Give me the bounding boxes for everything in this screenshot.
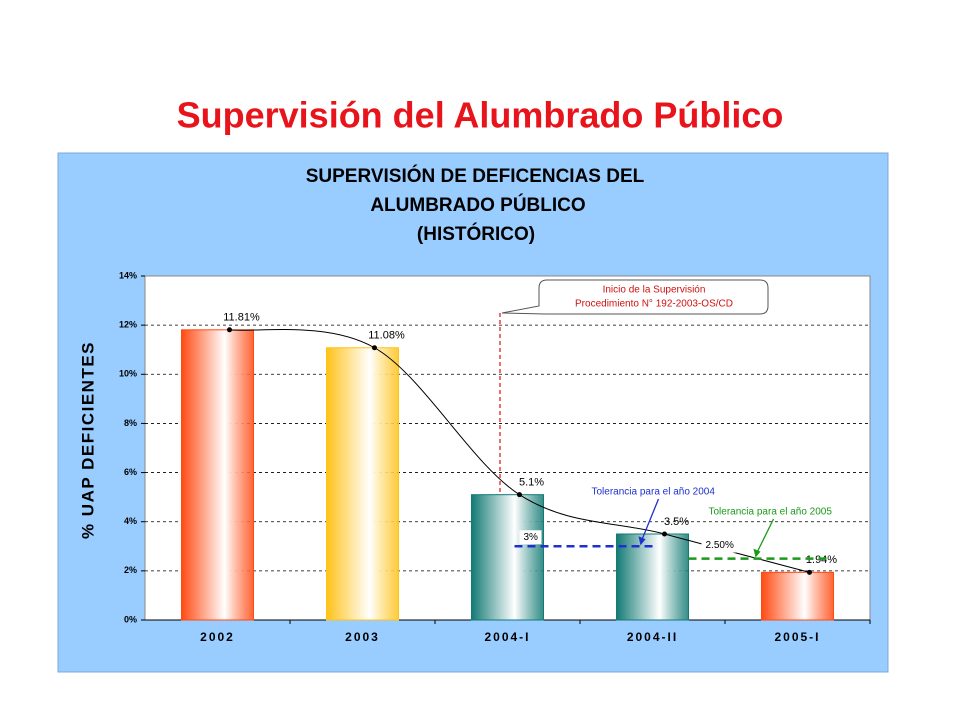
callout-text: Procedimiento N° 192-2003-OS/CD — [575, 299, 733, 310]
trend-marker — [662, 531, 667, 537]
chart-title: (HISTÓRICO) — [417, 223, 535, 245]
y-tick-label: 4% — [124, 516, 137, 526]
value-label: 3.5% — [664, 516, 689, 528]
x-tick-label: 2005-I — [774, 630, 820, 644]
tolerance-label: 3% — [524, 532, 539, 543]
x-tick-label: 2004-I — [484, 630, 530, 644]
y-tick-label: 10% — [119, 369, 137, 379]
arrow-head — [753, 548, 761, 558]
value-label: 5.1% — [519, 477, 544, 489]
value-label: 11.08% — [368, 330, 405, 342]
x-tick-label: 2004-II — [627, 630, 678, 644]
callout — [501, 279, 769, 315]
chart-title: SUPERVISIÓN DE DEFICENCIAS DEL — [306, 165, 645, 187]
tolerance-note: Tolerancia para el año 2004 — [592, 487, 716, 498]
y-tick-label: 8% — [124, 418, 137, 428]
tolerance-arrow — [754, 518, 775, 556]
trend-marker — [807, 569, 812, 575]
slide-title: Supervisión del Alumbrado Público — [177, 95, 784, 136]
arrow-head — [638, 536, 646, 546]
y-tick-label: 6% — [124, 467, 137, 477]
trend-marker — [517, 492, 522, 498]
bar — [181, 329, 254, 621]
y-tick-label: 2% — [124, 565, 137, 575]
tolerance-label-box — [519, 530, 542, 545]
callout-text: Inicio de la Supervisión — [603, 285, 706, 296]
tolerance-label-box — [701, 538, 740, 553]
value-label: 11.81% — [223, 312, 260, 324]
y-tick-label: 0% — [124, 614, 137, 624]
bar — [471, 494, 544, 621]
y-tick-label: 14% — [119, 270, 137, 280]
chart-title: ALUMBRADO PÚBLICO — [370, 194, 585, 216]
x-tick-label: 2003 — [345, 630, 380, 644]
bar — [761, 571, 834, 621]
bar — [326, 347, 399, 621]
trend-marker — [227, 327, 232, 333]
bar — [616, 533, 689, 621]
value-label: 1.94% — [806, 554, 837, 566]
y-tick-label: 12% — [119, 320, 137, 330]
trend-marker — [372, 345, 377, 351]
tolerance-note: Tolerancia para el año 2005 — [709, 507, 833, 518]
tolerance-arrow — [639, 498, 660, 544]
tolerance-label: 2.50% — [706, 540, 734, 551]
y-axis-label: % UAP DEFICIENTES — [78, 341, 97, 539]
x-tick-label: 2002 — [200, 630, 235, 644]
